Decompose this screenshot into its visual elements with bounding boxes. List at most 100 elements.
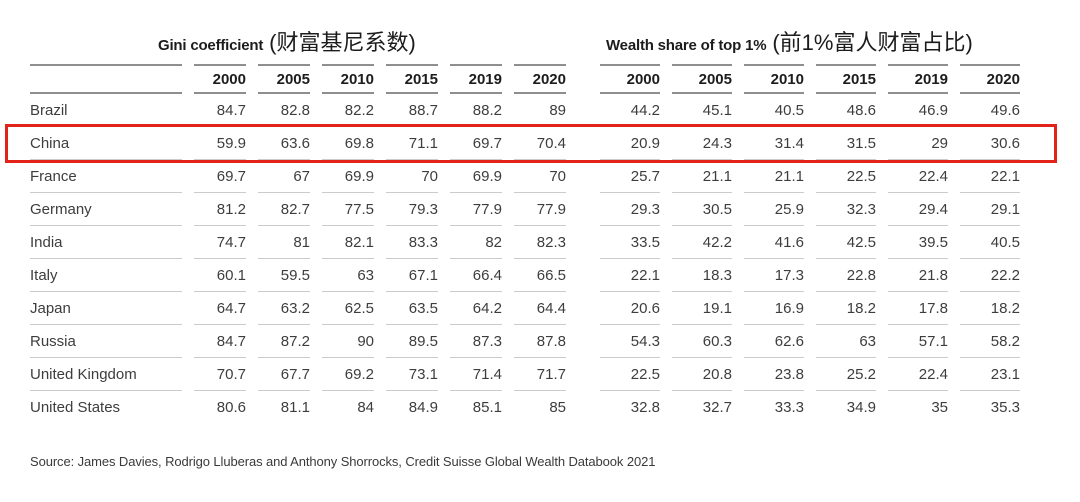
gini-value: 87.3 (450, 325, 502, 358)
country-label: India (30, 226, 182, 259)
gini-value: 62.5 (322, 292, 374, 325)
gini-value: 82 (450, 226, 502, 259)
gini-value: 79.3 (386, 193, 438, 226)
country-label: Russia (30, 325, 182, 358)
wealth-value: 25.2 (816, 358, 876, 391)
gini-value: 85 (549, 399, 566, 416)
table-titles: Gini coefficient (财富基尼系数) Wealth share of… (0, 0, 1080, 64)
wealth-value: 22.1 (600, 259, 660, 292)
gini-value: 63.2 (258, 292, 310, 325)
gini-value: 84 (357, 399, 374, 416)
table-row: France 69.7 67 69.9 70 69.9 70 25.7 21.1 21.1 22.5… (30, 160, 1020, 193)
wealth-value: 29 (888, 127, 948, 160)
wealth-year-header: 2020 (960, 64, 1020, 94)
gini-year-header: 2000 (194, 64, 246, 94)
section-gap (578, 358, 588, 391)
table-row: Japan 64.7 63.2 62.5 63.5 64.2 64.4 20.6 19.1 16.… (30, 292, 1020, 325)
wealth-value: 57.1 (888, 325, 948, 358)
wealth-value: 34.9 (846, 399, 876, 416)
gini-value: 60.1 (194, 259, 246, 292)
wealth-value: 21.8 (888, 259, 948, 292)
gini-value: 67.7 (258, 358, 310, 391)
gini-value: 84.9 (408, 399, 438, 416)
wealth-title-chinese: (前1%富人财富占比) (772, 30, 973, 55)
wealth-value: 22.5 (816, 160, 876, 193)
wealth-value: 21.1 (744, 160, 804, 193)
wealth-value: 39.5 (888, 226, 948, 259)
wealth-value: 22.5 (600, 358, 660, 391)
table-row: Germany 81.2 82.7 77.5 79.3 77.9 77.9 29.3 30.5 2… (30, 193, 1020, 226)
wealth-value: 33.5 (600, 226, 660, 259)
gini-value: 59.9 (194, 127, 246, 160)
gini-title-chinese: (财富基尼系数) (269, 30, 416, 55)
gini-value: 89 (514, 94, 566, 127)
wealth-value: 40.5 (960, 226, 1020, 259)
wealth-value: 22.4 (888, 160, 948, 193)
wealth-value: 54.3 (600, 325, 660, 358)
gini-value: 63.5 (386, 292, 438, 325)
gini-value: 64.4 (514, 292, 566, 325)
country-label: United Kingdom (30, 358, 182, 391)
wealth-value: 58.2 (960, 325, 1020, 358)
gini-value: 64.2 (450, 292, 502, 325)
wealth-value: 18.3 (672, 259, 732, 292)
gini-value: 84.7 (194, 94, 246, 127)
wealth-value: 17.8 (888, 292, 948, 325)
wealth-value: 35.3 (990, 399, 1020, 416)
gini-value: 67 (258, 160, 310, 193)
gini-value: 63.6 (258, 127, 310, 160)
gini-value: 67.1 (386, 259, 438, 292)
wealth-year-header: 2010 (744, 64, 804, 94)
gini-value: 73.1 (386, 358, 438, 391)
section-gap (578, 64, 588, 94)
section-gap (578, 259, 588, 292)
gini-value: 81.1 (280, 399, 310, 416)
section-gap (578, 160, 588, 193)
gini-value: 89.5 (386, 325, 438, 358)
gini-value: 82.2 (322, 94, 374, 127)
country-label: Japan (30, 292, 182, 325)
gini-value: 77.5 (322, 193, 374, 226)
gini-value: 63 (322, 259, 374, 292)
wealth-value: 35 (931, 399, 948, 416)
wealth-year-header: 2000 (600, 64, 660, 94)
gini-value: 87.2 (258, 325, 310, 358)
wealth-value: 44.2 (600, 94, 660, 127)
wealth-value: 29.1 (960, 193, 1020, 226)
section-gap (578, 292, 588, 325)
wealth-value: 40.5 (744, 94, 804, 127)
gini-value: 74.7 (194, 226, 246, 259)
gini-value: 70 (386, 160, 438, 193)
wealth-value: 23.1 (960, 358, 1020, 391)
wealth-value: 63 (816, 325, 876, 358)
gini-value: 87.8 (514, 325, 566, 358)
source-caption: Source: James Davies, Rodrigo Lluberas a… (30, 454, 656, 469)
wealth-value: 22.4 (888, 358, 948, 391)
country-label: China (30, 127, 182, 160)
wealth-value: 42.2 (672, 226, 732, 259)
year-header-row: 2000 2005 2010 2015 2019 2020 2000 2005 2010 2015… (30, 64, 1020, 94)
gini-value: 70 (514, 160, 566, 193)
wealth-value: 25.9 (744, 193, 804, 226)
wealth-value: 32.8 (630, 399, 660, 416)
wealth-value: 16.9 (744, 292, 804, 325)
wealth-value: 29.4 (888, 193, 948, 226)
wealth-value: 23.8 (744, 358, 804, 391)
gini-year-header: 2010 (322, 64, 374, 94)
wealth-value: 24.3 (672, 127, 732, 160)
gini-value: 81.2 (194, 193, 246, 226)
wealth-value: 20.6 (600, 292, 660, 325)
gini-value: 71.1 (386, 127, 438, 160)
country-label: United States (30, 399, 121, 416)
gini-value: 71.7 (514, 358, 566, 391)
gini-value: 84.7 (194, 325, 246, 358)
table-body: Brazil 84.7 82.8 82.2 88.7 88.2 89 44.2 45.1 40.5… (30, 94, 1020, 424)
table-row: Russia 84.7 87.2 90 89.5 87.3 87.8 54.3 60.3 62.6… (30, 325, 1020, 358)
table-row: Brazil 84.7 82.8 82.2 88.7 88.2 89 44.2 45.1 40.5… (30, 94, 1020, 127)
section-gap (578, 94, 588, 127)
wealth-value: 60.3 (672, 325, 732, 358)
wealth-value: 45.1 (672, 94, 732, 127)
wealth-value: 32.7 (702, 399, 732, 416)
gini-value: 82.8 (258, 94, 310, 127)
